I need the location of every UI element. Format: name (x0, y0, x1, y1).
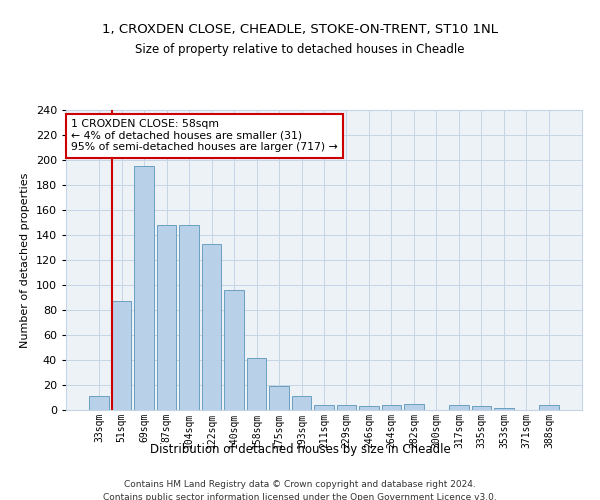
Text: Size of property relative to detached houses in Cheadle: Size of property relative to detached ho… (135, 42, 465, 56)
Bar (494, 408, 514, 410)
Text: 1 CROXDEN CLOSE: 58sqm
← 4% of detached houses are smaller (31)
95% of semi-deta: 1 CROXDEN CLOSE: 58sqm ← 4% of detached … (71, 119, 338, 152)
Bar (224, 290, 244, 410)
Bar (337, 405, 356, 410)
Bar (539, 405, 559, 410)
Bar (89, 396, 109, 410)
Y-axis label: Number of detached properties: Number of detached properties (20, 172, 30, 348)
Bar (247, 358, 266, 410)
Bar (314, 405, 334, 410)
Bar (382, 405, 401, 410)
Text: Contains public sector information licensed under the Open Government Licence v3: Contains public sector information licen… (103, 492, 497, 500)
Bar (112, 301, 131, 410)
Bar (359, 406, 379, 410)
Bar (269, 386, 289, 410)
Bar (449, 405, 469, 410)
Bar (179, 225, 199, 410)
Bar (202, 244, 221, 410)
Bar (134, 166, 154, 410)
Bar (404, 404, 424, 410)
Bar (292, 396, 311, 410)
Text: 1, CROXDEN CLOSE, CHEADLE, STOKE-ON-TRENT, ST10 1NL: 1, CROXDEN CLOSE, CHEADLE, STOKE-ON-TREN… (102, 22, 498, 36)
Bar (157, 225, 176, 410)
Text: Contains HM Land Registry data © Crown copyright and database right 2024.: Contains HM Land Registry data © Crown c… (124, 480, 476, 489)
Bar (472, 406, 491, 410)
Text: Distribution of detached houses by size in Cheadle: Distribution of detached houses by size … (149, 442, 451, 456)
